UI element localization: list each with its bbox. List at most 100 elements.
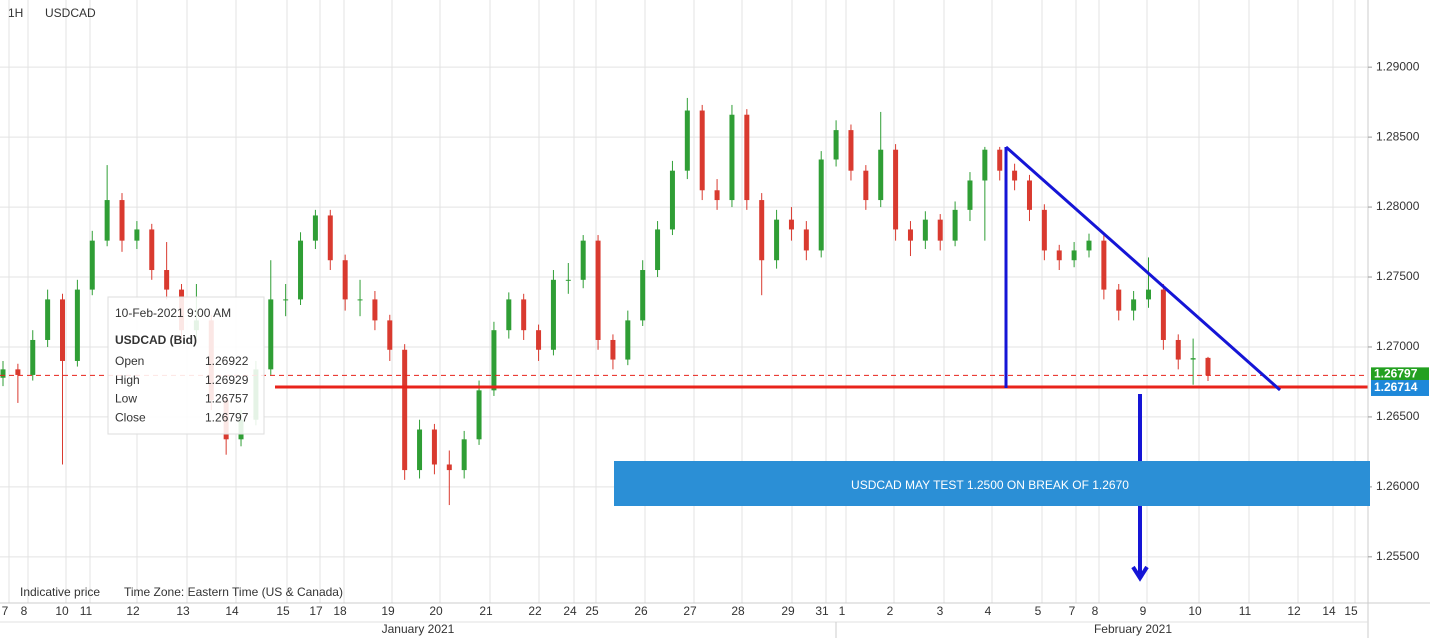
candle-body — [491, 330, 497, 391]
x-tick-label: 14 — [1322, 604, 1336, 618]
candle-body — [372, 299, 378, 321]
candle-body — [1012, 170, 1018, 181]
candle-body — [878, 149, 884, 201]
candle-body — [774, 219, 780, 261]
candle-body — [655, 229, 661, 271]
y-tick-label: 1.26500 — [1376, 409, 1420, 423]
x-tick-label: 4 — [985, 604, 992, 618]
annotation-box — [614, 461, 1370, 506]
candle-body — [506, 299, 512, 331]
x-tick-label: 26 — [634, 604, 648, 618]
candle-body — [476, 390, 482, 440]
candle-body — [327, 215, 333, 261]
x-tick-label: 24 — [563, 604, 577, 618]
last-price-tag — [1371, 367, 1429, 382]
tooltip-value: 1.26757 — [205, 392, 249, 406]
candle-body — [312, 215, 318, 241]
x-tick-label: 20 — [429, 604, 443, 618]
trend-line — [1005, 145, 1281, 392]
last-price-label: 1.26797 — [1374, 367, 1418, 381]
x-tick-label: 15 — [276, 604, 290, 618]
candle-body — [342, 260, 348, 300]
candle-body — [149, 229, 155, 271]
candle-body — [521, 299, 527, 331]
x-tick-label: 14 — [225, 604, 239, 618]
x-tick-label: 8 — [21, 604, 28, 618]
support-tag — [1371, 379, 1429, 396]
x-tick-label: 25 — [585, 604, 599, 618]
candle-body — [1071, 250, 1077, 261]
candle-body — [1101, 240, 1107, 290]
candle-body — [1205, 357, 1211, 376]
x-tick-label: 7 — [2, 604, 9, 618]
tooltip-label: High — [115, 373, 140, 387]
candle-body — [788, 219, 794, 230]
candle-body — [610, 339, 616, 360]
x-tick-label: 11 — [1239, 604, 1252, 618]
support-label: 1.26714 — [1374, 380, 1418, 394]
candle-body — [848, 130, 854, 171]
candle-body — [818, 159, 824, 251]
candle-body — [1145, 289, 1151, 300]
candle-body — [45, 299, 51, 340]
x-tick-label: 31 — [815, 604, 829, 618]
candle-body — [74, 289, 80, 361]
candle-body — [803, 229, 809, 251]
tooltip-label: Close — [115, 410, 146, 424]
y-tick-label: 1.26000 — [1376, 479, 1420, 493]
candle-body — [744, 114, 750, 201]
candle-body — [1131, 299, 1137, 311]
candle-body — [30, 339, 36, 375]
candle-body — [625, 320, 631, 360]
candle-body — [907, 229, 913, 241]
x-tick-label: 13 — [176, 604, 190, 618]
candle-body — [863, 170, 869, 201]
candle-body — [387, 320, 393, 350]
candle-body — [1041, 209, 1047, 251]
x-tick-label: 18 — [333, 604, 347, 618]
interval: 1H — [8, 6, 23, 20]
tooltip: 10-Feb-2021 9:00 AM USDCAD (Bid) Open 1.2… — [107, 296, 265, 435]
x-tick-label: 3 — [937, 604, 944, 618]
arrow-head — [1131, 565, 1149, 582]
candle-body — [640, 270, 646, 321]
candle-body — [1056, 250, 1062, 261]
footer-note: Indicative price — [20, 585, 100, 599]
footer-timezone: Time Zone: Eastern Time (US & Canada) — [124, 585, 343, 599]
candle-body — [759, 200, 765, 261]
x-tick-label: 10 — [55, 604, 69, 618]
month-label: January 2021 — [382, 622, 455, 636]
candle-body — [461, 439, 467, 471]
candle-body — [684, 110, 690, 171]
tooltip-date: 10-Feb-2021 9:00 AM — [115, 306, 231, 320]
x-tick-label: 27 — [683, 604, 697, 618]
y-tick-label: 1.27000 — [1376, 339, 1420, 353]
candle-body — [699, 110, 705, 191]
candle-body — [1086, 240, 1092, 251]
candle-body — [833, 130, 839, 160]
candle-body — [982, 149, 988, 181]
y-tick-label: 1.28500 — [1376, 129, 1420, 143]
tooltip-title: USDCAD (Bid) — [115, 333, 197, 347]
y-tick-label: 1.27500 — [1376, 269, 1420, 283]
candle-body — [60, 299, 66, 361]
axis: 1.25500 1.26000 1.26500 1.27000 1.27500 1.280… — [2, 59, 1429, 636]
symbol: USDCAD — [45, 6, 96, 20]
tooltip-label: Open — [115, 354, 144, 368]
x-tick-label: 21 — [479, 604, 493, 618]
tooltip-value: 1.26922 — [205, 354, 249, 368]
x-tick-label: 7 — [1069, 604, 1076, 618]
candle-body — [431, 429, 437, 465]
x-tick-label: 5 — [1035, 604, 1042, 618]
x-tick-label: 15 — [1344, 604, 1358, 618]
candle-body — [937, 219, 943, 241]
candle-body — [268, 299, 274, 370]
x-tick-label: 22 — [528, 604, 542, 618]
x-tick-label: 8 — [1092, 604, 1099, 618]
candle-body — [997, 149, 1003, 171]
y-tick-label: 1.29000 — [1376, 59, 1420, 73]
x-tick-label: 2 — [887, 604, 894, 618]
candle-body — [580, 240, 586, 280]
x-tick-label: 1 — [839, 604, 846, 618]
candle-body — [1175, 339, 1181, 360]
